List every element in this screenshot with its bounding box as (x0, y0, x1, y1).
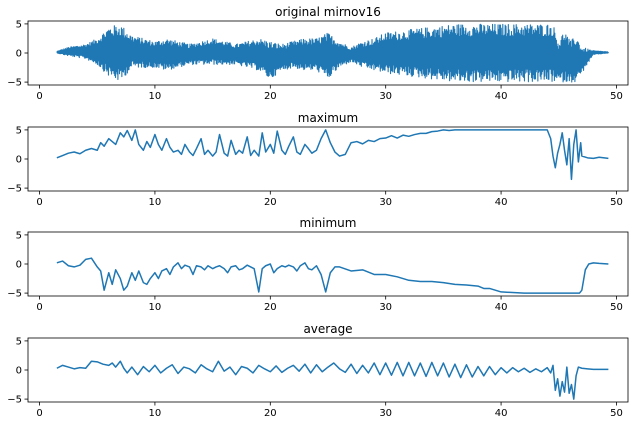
y-tick-label: −5 (7, 289, 22, 300)
y-tick-label: −5 (7, 184, 22, 195)
y-tick-label: 5 (16, 125, 22, 136)
y-tick-label: −5 (7, 78, 22, 89)
chart-panel-4: average 0 10 20 30 40 50 −5 0 5 (7, 322, 629, 419)
series-line-1 (56, 360, 609, 400)
x-tick-label: 40 (495, 408, 508, 419)
y-tick-label: 5 (16, 19, 22, 30)
x-tick-label: 0 (36, 91, 42, 102)
x-tick-label: 20 (264, 91, 277, 102)
x-tick-label: 10 (149, 91, 162, 102)
x-tick-label: 50 (610, 408, 623, 419)
x-tick-label: 50 (610, 197, 623, 208)
x-tick-label: 30 (379, 197, 392, 208)
y-tick-label: 5 (16, 336, 22, 347)
x-tick-label: 40 (495, 302, 508, 313)
x-tick-label: 50 (610, 91, 623, 102)
x-tick-label: 30 (379, 91, 392, 102)
y-tick-label: 0 (16, 260, 22, 271)
x-tick-label: 0 (36, 302, 42, 313)
x-tick-label: 0 (36, 197, 42, 208)
x-tick-label: 30 (379, 302, 392, 313)
y-tick-label: 5 (16, 230, 22, 241)
x-tick-label: 10 (149, 408, 162, 419)
x-tick-label: 30 (379, 408, 392, 419)
x-tick-label: 10 (149, 197, 162, 208)
series-line-1 (56, 23, 609, 83)
x-tick-label: 20 (264, 408, 277, 419)
chart-title: original mirnov16 (275, 5, 381, 19)
x-tick-label: 20 (264, 197, 277, 208)
axes-frame (27, 231, 629, 297)
y-tick-label: 0 (16, 49, 22, 60)
x-tick-label: 40 (495, 197, 508, 208)
chart-title: maximum (298, 111, 358, 125)
x-tick-label: 50 (610, 302, 623, 313)
x-tick-label: 40 (495, 91, 508, 102)
y-tick-label: 0 (16, 155, 22, 166)
y-tick-label: −5 (7, 395, 22, 406)
chart-title: minimum (300, 216, 357, 230)
y-tick-label: 0 (16, 366, 22, 377)
x-tick-label: 0 (36, 408, 42, 419)
series-line-1 (56, 257, 609, 294)
chart-title: average (303, 322, 352, 336)
series-line-1 (56, 129, 609, 181)
chart-panel-3: minimum 0 10 20 30 40 50 −5 0 5 (7, 216, 629, 313)
chart-panel-1: original mirnov16 0 10 20 30 40 50 −5 0 5 (7, 5, 629, 102)
chart-panel-2: maximum 0 10 20 30 40 50 −5 0 5 (7, 111, 629, 208)
x-tick-label: 20 (264, 302, 277, 313)
x-tick-label: 10 (149, 302, 162, 313)
